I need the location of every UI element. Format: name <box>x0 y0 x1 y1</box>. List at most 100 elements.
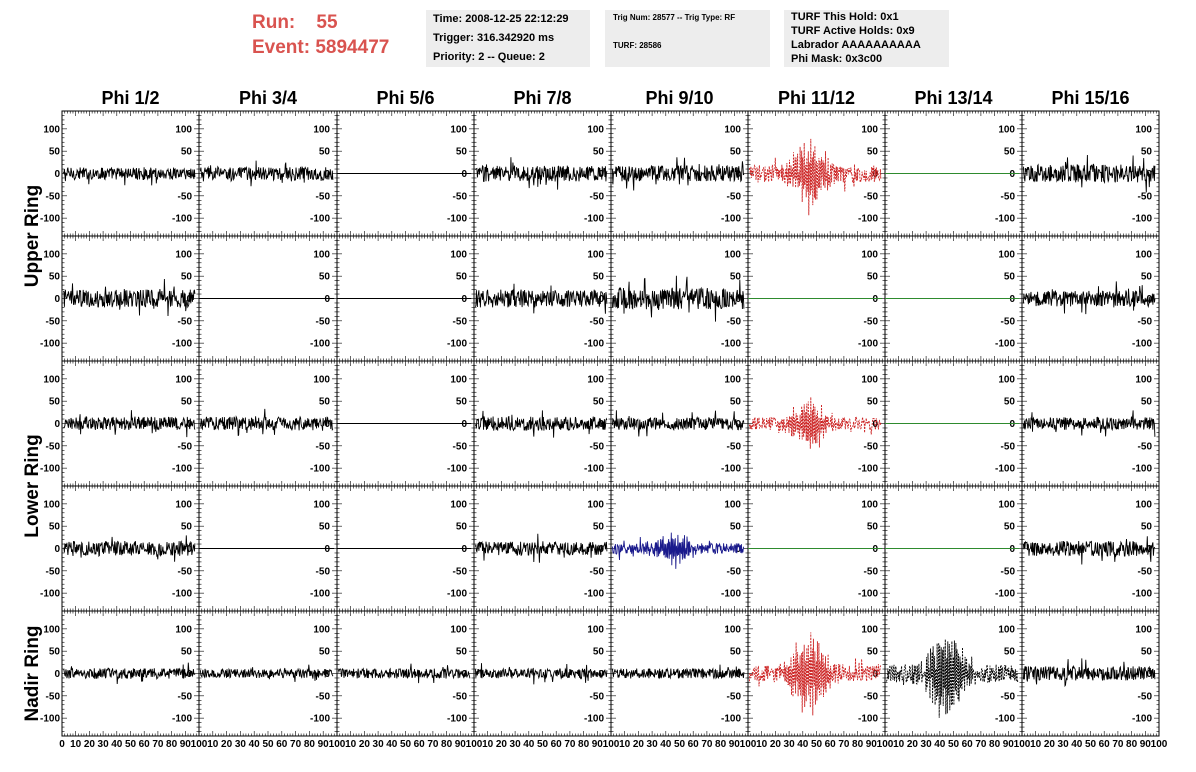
y-tick-label: 50 <box>456 272 468 283</box>
y-tick-label: 100 <box>1135 124 1152 135</box>
y-tick-label: 100 <box>587 124 604 135</box>
y-tick-label: -100 <box>172 214 192 225</box>
y-tick-label: -50 <box>316 191 331 202</box>
y-tick-label: 0 <box>461 294 467 305</box>
y-tick-label: -100 <box>1132 214 1152 225</box>
y-tick-label: -100 <box>310 589 330 600</box>
y-tick-label: 50 <box>456 397 468 408</box>
y-tick-label: 100 <box>724 499 741 510</box>
y-tick-label: 100 <box>175 374 192 385</box>
waveform-trace <box>611 275 745 322</box>
y-tick-label: 100 <box>43 499 60 510</box>
y-tick-label: 50 <box>456 522 468 533</box>
event-label: Event: <box>252 37 310 58</box>
y-tick-label: -50 <box>453 441 468 452</box>
y-tick-label: 50 <box>730 397 742 408</box>
y-tick-label: -50 <box>727 566 742 577</box>
y-tick-label: -50 <box>1001 441 1016 452</box>
y-tick-label: -100 <box>310 464 330 475</box>
y-tick-label: 50 <box>730 272 742 283</box>
column-title: Phi 7/8 <box>513 88 571 108</box>
y-tick-label: 50 <box>593 147 605 158</box>
y-tick-label: 100 <box>1135 249 1152 260</box>
time-info-box: Time: 2008-12-25 22:12:29 Trigger: 316.3… <box>426 10 590 67</box>
y-tick-label: 100 <box>998 249 1015 260</box>
y-tick-label: -100 <box>172 339 192 350</box>
y-tick-label: 0 <box>598 294 604 305</box>
waveform-trace <box>474 410 608 438</box>
y-tick-label: -100 <box>858 214 878 225</box>
y-tick-label: 50 <box>181 147 193 158</box>
y-tick-label: -100 <box>995 339 1015 350</box>
y-tick-label: 100 <box>587 249 604 260</box>
y-tick-label: 50 <box>1141 397 1153 408</box>
waveform-trace <box>62 166 196 186</box>
y-tick-label: -100 <box>172 589 192 600</box>
y-tick-label: -50 <box>590 191 605 202</box>
y-tick-label: -50 <box>590 441 605 452</box>
y-tick-label: -100 <box>995 214 1015 225</box>
y-tick-label: 50 <box>181 522 193 533</box>
waveform-trace <box>63 535 196 562</box>
trig-info-box: Trig Num: 28577 -- Trig Type: RF TURF: 2… <box>605 10 770 67</box>
row-title: Lower Ring <box>22 434 43 537</box>
y-tick-label: -50 <box>316 316 331 327</box>
waveform-trace <box>748 138 882 216</box>
y-tick-label: 50 <box>1004 397 1016 408</box>
row-title: Upper Ring <box>22 185 43 287</box>
y-tick-label: -50 <box>453 316 468 327</box>
y-tick-label: 0 <box>735 294 741 305</box>
y-tick-label: 50 <box>1141 147 1153 158</box>
y-tick-label: 100 <box>724 374 741 385</box>
y-tick-label: 100 <box>450 499 467 510</box>
y-tick-label: -50 <box>453 191 468 202</box>
y-tick-label: -50 <box>178 191 193 202</box>
y-tick-label: -100 <box>584 589 604 600</box>
y-tick-label: 50 <box>319 522 331 533</box>
y-tick-label: -50 <box>1138 441 1153 452</box>
waveform-trace <box>611 410 745 437</box>
y-tick-label: 100 <box>43 374 60 385</box>
y-tick-label: -50 <box>1138 316 1153 327</box>
priority-text: Priority: 2 -- Queue: 2 <box>433 48 590 67</box>
y-tick-label: 50 <box>867 397 879 408</box>
y-tick-label: -100 <box>447 464 467 475</box>
trig-num-text: Trig Num: 28577 -- Trig Type: RF <box>613 13 770 22</box>
y-tick-label: 100 <box>1135 374 1152 385</box>
y-tick-label: -100 <box>995 464 1015 475</box>
y-tick-label: -100 <box>447 339 467 350</box>
event-row: Event: 5894477 <box>252 35 389 60</box>
y-tick-label: -100 <box>721 464 741 475</box>
labrador-text: Labrador AAAAAAAAAA <box>791 38 949 52</box>
waveform-trace <box>63 410 196 438</box>
y-tick-label: 100 <box>724 124 741 135</box>
y-tick-label: -50 <box>1001 316 1016 327</box>
y-tick-label: -100 <box>172 464 192 475</box>
y-tick-label: 50 <box>730 147 742 158</box>
run-row: Run: 55 <box>252 10 389 35</box>
y-tick-label: 0 <box>54 544 60 555</box>
y-tick-label: 100 <box>998 374 1015 385</box>
y-tick-label: 0 <box>872 294 878 305</box>
y-tick-label: 50 <box>867 147 879 158</box>
y-tick-label: -50 <box>46 441 61 452</box>
y-tick-label: -100 <box>40 464 60 475</box>
y-tick-label: -50 <box>727 316 742 327</box>
y-tick-label: 50 <box>49 272 61 283</box>
y-tick-label: 0 <box>735 544 741 555</box>
y-tick-label: -100 <box>721 339 741 350</box>
column-title: Phi 5/6 <box>376 88 434 108</box>
y-tick-label: 100 <box>998 124 1015 135</box>
column-title: Phi 15/16 <box>1051 88 1129 108</box>
turf-this-hold-text: TURF This Hold: 0x1 <box>791 10 949 24</box>
